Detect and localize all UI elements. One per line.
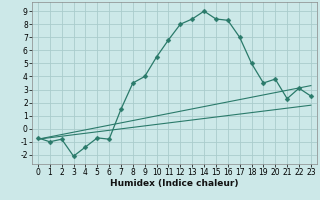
X-axis label: Humidex (Indice chaleur): Humidex (Indice chaleur) (110, 179, 239, 188)
